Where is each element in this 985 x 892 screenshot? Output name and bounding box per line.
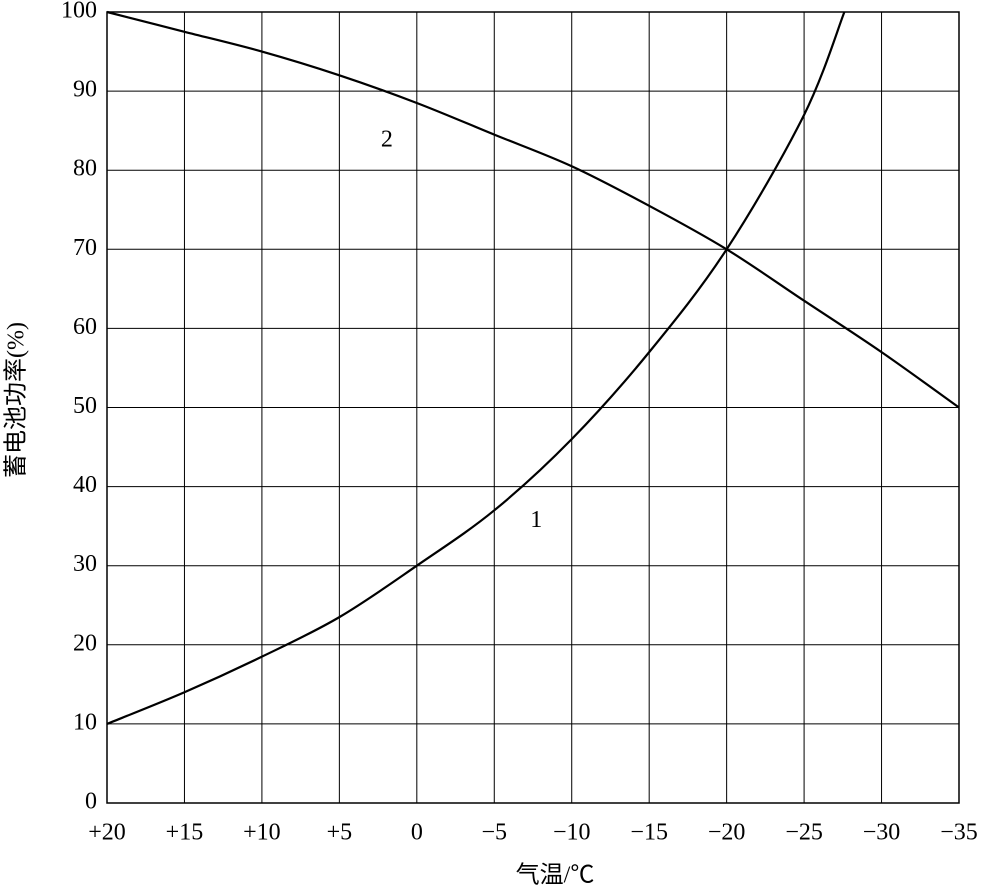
x-tick-label: +15 — [166, 820, 204, 846]
x-tick-label: −35 — [940, 820, 978, 846]
y-tick-label: 50 — [73, 393, 97, 419]
x-tick-label: −10 — [553, 820, 591, 846]
x-tick-label: −30 — [863, 820, 901, 846]
x-tick-label: +10 — [243, 820, 281, 846]
y-tick-label: 100 — [61, 0, 97, 24]
y-tick-label: 40 — [73, 472, 97, 498]
y-tick-label: 60 — [73, 314, 97, 340]
x-tick-label: −5 — [481, 820, 507, 846]
x-tick-label: −20 — [708, 820, 746, 846]
y-axis-label: 蓄电池功率(%) — [3, 322, 30, 478]
line-series — [106, 11, 846, 725]
x-tick-label: −25 — [785, 820, 823, 846]
x-tick-label: 0 — [411, 820, 423, 846]
y-tick-label: 90 — [73, 77, 97, 103]
x-tick-label: +20 — [88, 820, 126, 846]
x-axis-label: 气温/℃ — [516, 862, 595, 889]
x-tick-label: +5 — [327, 820, 353, 846]
y-tick-label: 30 — [73, 551, 97, 577]
x-tick-label: −15 — [630, 820, 668, 846]
y-tick-label: 10 — [73, 709, 97, 735]
series-label: 2 — [381, 126, 393, 152]
series-label: 1 — [530, 507, 542, 533]
y-tick-label: 0 — [85, 789, 97, 815]
y-tick-label: 70 — [73, 235, 97, 261]
line-series — [106, 10, 960, 409]
y-tick-label: 20 — [73, 630, 97, 656]
y-tick-label: 80 — [73, 156, 97, 182]
